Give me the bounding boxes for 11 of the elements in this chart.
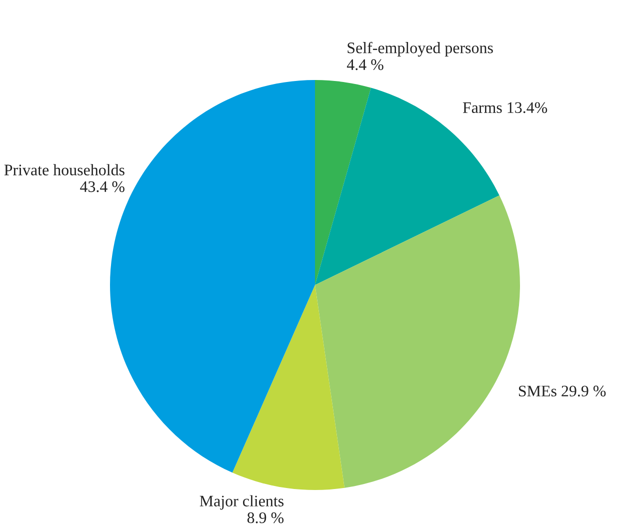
slice-label: Farms 13.4%: [462, 102, 548, 114]
pie-slice: [315, 80, 371, 285]
slice-label: Major clients: [200, 495, 284, 510]
data-label: 4.4 %: [346, 59, 384, 70]
data-label: 43.4 %: [80, 181, 124, 192]
pie-slice: [232, 285, 345, 490]
data-label: 8.9 %: [247, 512, 284, 524]
slice-label: Self-employed persons: [348, 42, 493, 57]
pie-slice: [315, 195, 520, 488]
slice-label: Private households: [4, 164, 124, 176]
slice-label: SMEs 29.9 %: [518, 386, 606, 397]
